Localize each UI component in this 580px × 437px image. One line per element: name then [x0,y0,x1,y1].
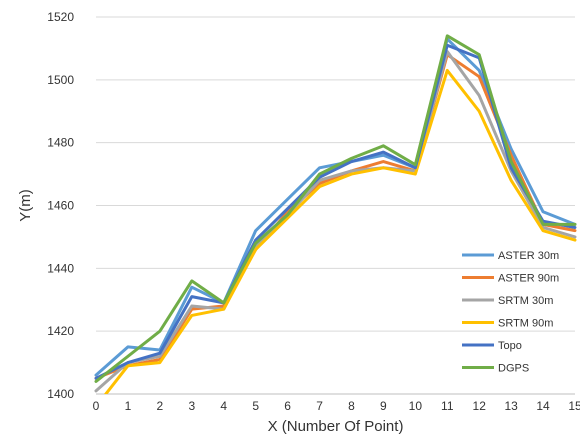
gridlines [96,16,575,332]
x-tick-label: 4 [220,399,227,413]
x-tick-label: 10 [409,399,423,413]
y-axis-title: Y(m) [17,189,34,222]
x-tick-label: 8 [348,399,355,413]
legend-label-aster-90m: ASTER 90m [498,273,559,285]
legend-label-topo: Topo [498,340,522,352]
x-tick-label: 13 [504,399,518,413]
y-tick-label: 1420 [47,324,74,338]
y-tick-label: 1480 [47,136,74,150]
y-tick-label: 1520 [47,10,74,24]
y-tick-label: 1500 [47,73,74,87]
x-axis-title: X (Number Of Point) [268,418,404,435]
x-tick-label: 1 [125,399,132,413]
legend-label-aster-30m: ASTER 30m [498,250,559,262]
series-line-srtm-30m [94,50,577,393]
series-line-aster-90m [94,53,577,380]
x-tick-label: 6 [284,399,291,413]
y-tick-label: 1400 [47,387,74,401]
series-line-srtm-90m [103,68,577,394]
legend-label-srtm-30m: SRTM 30m [498,295,553,307]
x-tick-label: 11 [441,399,454,413]
x-tick-label: 2 [157,399,164,413]
legend-label-srtm-90m: SRTM 90m [498,318,553,330]
series-lines [94,34,577,394]
x-tick-label: 7 [316,399,323,413]
series-line-dgps [94,34,577,383]
legend-label-dgps: DGPS [498,363,529,375]
x-tick-label: 5 [252,399,259,413]
x-tick-label: 15 [568,399,580,413]
y-tick-label: 1460 [47,199,74,213]
x-tick-label: 14 [536,399,550,413]
x-tick-label: 12 [473,399,487,413]
y-tick-label: 1440 [47,261,74,275]
legend: ASTER 30m ASTER 90m SRTM 30m SRTM 90m Topo DG… [462,250,559,375]
x-tick-label: 3 [188,399,195,413]
x-tick-label: 0 [93,399,100,413]
x-tick-label: 9 [380,399,387,413]
